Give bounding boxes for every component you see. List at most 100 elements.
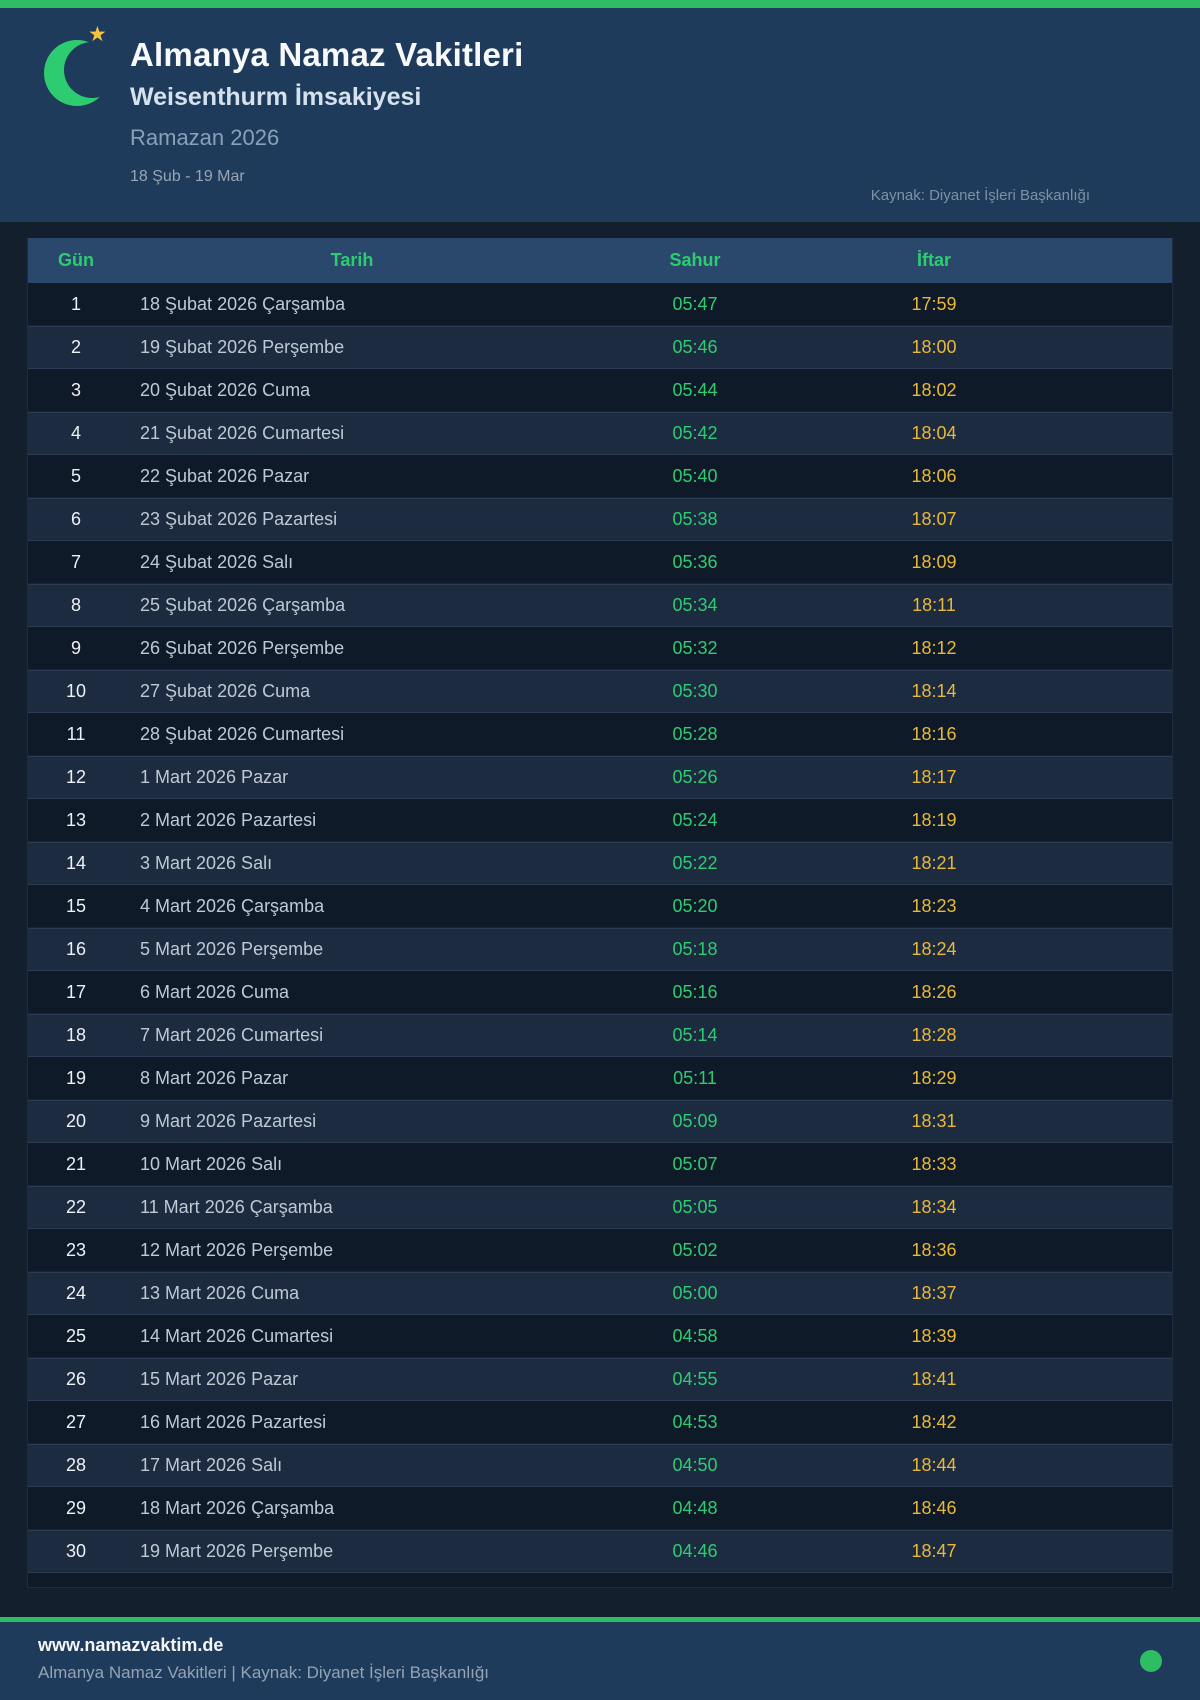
sahur-time: 05:09 (672, 1111, 718, 1131)
iftar-time: 18:31 (911, 1111, 957, 1131)
table-row: 7 24 Şubat 2026 Salı 05:36 18:09 (28, 541, 1172, 584)
table-row: 3 20 Şubat 2026 Cuma 05:44 18:02 (28, 369, 1172, 412)
table-row: 28 17 Mart 2026 Salı 04:50 18:44 (28, 1444, 1172, 1487)
day-number: 1 (70, 293, 81, 314)
date-label: 24 Şubat 2026 Salı (140, 551, 294, 572)
iftar-time: 18:36 (911, 1239, 957, 1260)
sahur-time: 05:28 (672, 723, 718, 744)
season-label: Ramazan 2026 (130, 125, 280, 150)
main-area: Gün Tarih Sahur İftar 1 18 Şubat 2026 Ça… (0, 222, 1200, 1622)
table-row: 6 23 Şubat 2026 Pazartesi 05:38 18:07 (28, 498, 1172, 541)
table-row: 11 28 Şubat 2026 Cumartesi 05:28 18:16 (28, 713, 1172, 756)
day-number: 6 (70, 509, 81, 529)
table-row: 18 7 Mart 2026 Cumartesi 05:14 18:28 (28, 1014, 1172, 1057)
iftar-time: 18:23 (911, 895, 957, 916)
date-label: 5 Mart 2026 Perşembe (140, 939, 324, 959)
source-label: Kaynak: Diyanet İşleri Başkanlığı (870, 187, 1090, 204)
date-label: 14 Mart 2026 Cumartesi (140, 1325, 334, 1346)
day-number: 17 (65, 981, 87, 1002)
date-label: 18 Şubat 2026 Çarşamba (140, 293, 346, 314)
sahur-time: 05:36 (672, 551, 718, 572)
iftar-time: 18:19 (911, 809, 957, 830)
table-row: 24 13 Mart 2026 Cuma 05:00 18:37 (28, 1272, 1172, 1315)
sahur-time: 04:50 (672, 1455, 718, 1475)
green-dot-icon (1140, 1650, 1162, 1672)
sahur-time: 04:46 (672, 1541, 718, 1561)
sahur-time: 05:38 (672, 509, 718, 529)
iftar-time: 18:07 (911, 509, 957, 529)
date-label: 26 Şubat 2026 Perşembe (140, 637, 345, 658)
page-subtitle: Weisenthurm İmsakiyesi (130, 83, 422, 111)
day-number: 10 (65, 681, 87, 701)
sahur-time: 05:47 (672, 293, 718, 314)
day-number: 16 (65, 939, 87, 959)
day-number: 8 (70, 595, 81, 615)
sahur-time: 04:55 (672, 1369, 718, 1389)
iftar-time: 18:17 (911, 767, 957, 787)
iftar-time: 18:21 (911, 853, 957, 873)
iftar-time: 18:00 (911, 337, 957, 357)
date-label: 21 Şubat 2026 Cumartesi (140, 423, 345, 443)
date-label: 22 Şubat 2026 Pazar (140, 465, 310, 486)
day-number: 3 (70, 379, 81, 400)
date-label: 1 Mart 2026 Pazar (140, 767, 289, 787)
day-number: 21 (65, 1153, 87, 1174)
table-row: 2 19 Şubat 2026 Perşembe 05:46 18:00 (28, 326, 1172, 369)
table-header-row: Gün Tarih Sahur İftar (28, 238, 1172, 283)
table-row: 21 10 Mart 2026 Salı 05:07 18:33 (28, 1143, 1172, 1186)
sahur-time: 05:24 (672, 809, 718, 830)
sahur-time: 04:53 (672, 1411, 718, 1432)
sahur-time: 05:30 (672, 681, 718, 701)
page-footer: www.namazvaktim.de Almanya Namaz Vakitle… (0, 1622, 1200, 1700)
date-label: 13 Mart 2026 Cuma (140, 1283, 300, 1303)
day-number: 27 (65, 1411, 87, 1432)
iftar-time: 18:33 (911, 1153, 957, 1174)
day-number: 19 (65, 1067, 87, 1088)
table-row: 30 19 Mart 2026 Perşembe 04:46 18:47 (28, 1530, 1172, 1573)
sahur-time: 04:58 (672, 1325, 718, 1346)
day-number: 22 (65, 1197, 87, 1217)
table-row: 9 26 Şubat 2026 Perşembe 05:32 18:12 (28, 627, 1172, 670)
iftar-time: 18:42 (911, 1411, 957, 1432)
day-number: 2 (70, 337, 81, 357)
date-label: 20 Şubat 2026 Cuma (140, 379, 311, 400)
crescent-moon-cutout (64, 42, 120, 98)
table-row: 12 1 Mart 2026 Pazar 05:26 18:17 (28, 756, 1172, 799)
iftar-time: 18:09 (911, 551, 957, 572)
date-label: 10 Mart 2026 Salı (140, 1153, 283, 1174)
prayer-times-table: Gün Tarih Sahur İftar 1 18 Şubat 2026 Ça… (27, 238, 1173, 1588)
column-header-sahur: Sahur (669, 250, 721, 270)
day-number: 5 (70, 465, 81, 486)
table-row: 13 2 Mart 2026 Pazartesi 05:24 18:19 (28, 799, 1172, 842)
day-number: 15 (65, 895, 87, 916)
sahur-time: 04:48 (672, 1497, 718, 1518)
date-label: 4 Mart 2026 Çarşamba (140, 895, 325, 916)
table-row: 4 21 Şubat 2026 Cumartesi 05:42 18:04 (28, 412, 1172, 455)
iftar-time: 18:47 (911, 1541, 957, 1561)
page-header: ★ Almanya Namaz Vakitleri Weisenthurm İm… (0, 8, 1200, 222)
iftar-time: 18:26 (911, 981, 957, 1002)
day-number: 30 (65, 1541, 87, 1561)
day-number: 29 (65, 1497, 87, 1518)
sahur-time: 05:46 (672, 337, 718, 357)
footer-accent-bar (0, 1617, 1200, 1622)
day-number: 13 (65, 809, 87, 830)
column-header-iftar: İftar (916, 250, 951, 270)
sahur-time: 05:07 (672, 1153, 718, 1174)
iftar-time: 17:59 (911, 293, 957, 314)
iftar-time: 18:24 (911, 939, 957, 959)
day-number: 11 (66, 723, 86, 744)
sahur-time: 05:34 (672, 595, 718, 615)
day-number: 9 (70, 637, 81, 658)
sahur-time: 05:20 (672, 895, 718, 916)
date-label: 12 Mart 2026 Perşembe (140, 1239, 334, 1260)
sahur-time: 05:16 (672, 981, 718, 1002)
sahur-time: 05:40 (672, 465, 718, 486)
date-label: 18 Mart 2026 Çarşamba (140, 1497, 335, 1518)
date-label: 2 Mart 2026 Pazartesi (140, 809, 317, 830)
day-number: 28 (65, 1455, 87, 1475)
table-row: 17 6 Mart 2026 Cuma 05:16 18:26 (28, 971, 1172, 1014)
table-body: 1 18 Şubat 2026 Çarşamba 05:47 17:59 2 1… (28, 283, 1172, 1573)
sahur-time: 05:11 (673, 1067, 717, 1088)
date-label: 6 Mart 2026 Cuma (140, 981, 290, 1002)
